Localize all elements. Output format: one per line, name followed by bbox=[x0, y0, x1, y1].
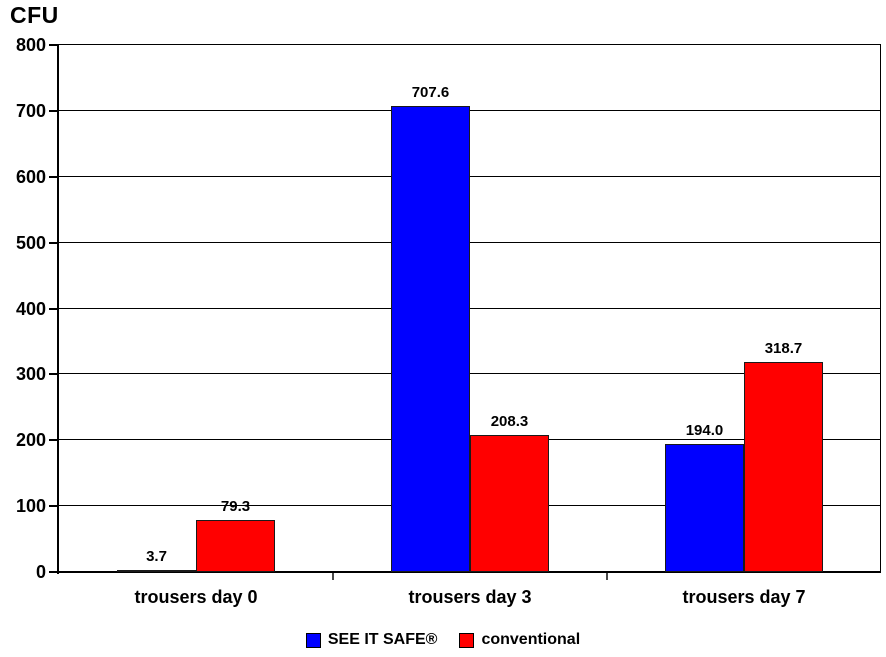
y-tick-100 bbox=[49, 505, 59, 507]
y-tick-label-200: 200 bbox=[15, 430, 46, 450]
legend: SEE IT SAFE® conventional bbox=[0, 631, 886, 649]
legend-swatch-blue bbox=[305, 632, 321, 648]
value-label-conventional-trousers-day-0: 79.3 bbox=[220, 498, 251, 515]
bar-conventional-trousers-day-0 bbox=[196, 520, 275, 572]
gridline-400 bbox=[59, 308, 881, 309]
y-tick-label-0: 0 bbox=[35, 562, 46, 582]
bar-conventional-trousers-day-3 bbox=[470, 435, 549, 572]
gridline-500 bbox=[59, 242, 881, 243]
value-label-conventional-trousers-day-7: 318.7 bbox=[764, 340, 803, 357]
category-label-trousers-day-7: trousers day 7 bbox=[682, 587, 806, 607]
bar-see-it-safe-trousers-day-3 bbox=[391, 106, 470, 572]
y-axis bbox=[57, 45, 59, 574]
y-tick-300 bbox=[49, 373, 59, 375]
legend-item-conventional: conventional bbox=[459, 631, 580, 649]
value-label-see-it-safe-trousers-day-0: 3.7 bbox=[146, 548, 167, 565]
value-label-conventional-trousers-day-3: 208.3 bbox=[490, 413, 529, 430]
legend-item-see-it-safe: SEE IT SAFE® bbox=[305, 631, 438, 649]
y-tick-label-700: 700 bbox=[15, 101, 46, 121]
legend-label-conventional: conventional bbox=[481, 631, 581, 648]
gridline-700 bbox=[59, 110, 881, 111]
value-label-see-it-safe-trousers-day-3: 707.6 bbox=[411, 84, 450, 101]
x-axis bbox=[57, 571, 881, 573]
category-label-trousers-day-0: trousers day 0 bbox=[134, 587, 258, 607]
y-tick-label-400: 400 bbox=[15, 299, 46, 319]
y-tick-500 bbox=[49, 242, 59, 244]
y-tick-label-300: 300 bbox=[15, 364, 46, 384]
category-label-trousers-day-3: trousers day 3 bbox=[408, 587, 532, 607]
y-tick-label-800: 800 bbox=[15, 35, 46, 55]
y-tick-200 bbox=[49, 439, 59, 441]
bar-see-it-safe-trousers-day-0 bbox=[117, 570, 196, 572]
y-tick-400 bbox=[49, 308, 59, 310]
bar-conventional-trousers-day-7 bbox=[744, 362, 823, 572]
legend-label-see-it-safe: SEE IT SAFE® bbox=[327, 631, 438, 648]
gridline-800 bbox=[59, 44, 881, 45]
gridline-600 bbox=[59, 176, 881, 177]
x-tick-boundary-1 bbox=[332, 573, 334, 580]
value-label-see-it-safe-trousers-day-7: 194.0 bbox=[685, 422, 724, 439]
y-tick-label-500: 500 bbox=[15, 233, 46, 253]
legend-swatch-red bbox=[459, 632, 475, 648]
y-tick-600 bbox=[49, 176, 59, 178]
bar-see-it-safe-trousers-day-7 bbox=[665, 444, 744, 572]
y-tick-label-100: 100 bbox=[15, 496, 46, 516]
y-axis-title: CFU bbox=[10, 2, 59, 28]
y-tick-700 bbox=[49, 110, 59, 112]
y-tick-800 bbox=[49, 44, 59, 46]
gridline-300 bbox=[59, 373, 881, 374]
plot-right-border bbox=[880, 45, 881, 572]
y-tick-label-600: 600 bbox=[15, 167, 46, 187]
x-tick-boundary-2 bbox=[606, 573, 608, 580]
y-tick-0 bbox=[49, 571, 59, 573]
